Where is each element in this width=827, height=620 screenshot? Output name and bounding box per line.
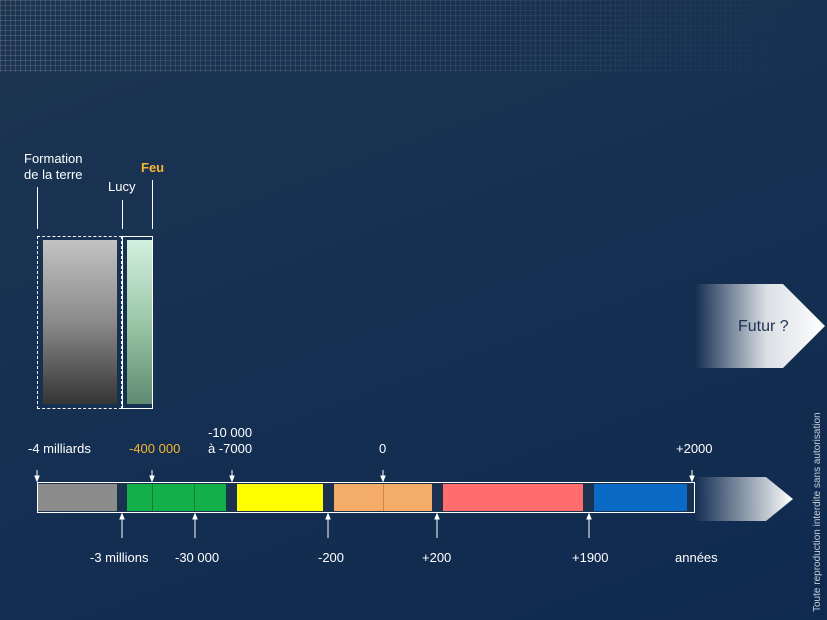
segment-divider xyxy=(152,484,153,511)
zoom-panel-lucy xyxy=(127,240,152,404)
tick-label-minus200: -200 xyxy=(318,550,345,565)
formation-connector xyxy=(37,187,38,229)
label-feu: Feu xyxy=(141,160,165,175)
tick-label-plus1900: +1900 xyxy=(572,550,609,565)
tick-label-zero: 0 xyxy=(379,441,387,456)
segment-neolithic xyxy=(237,484,323,511)
zoom-panel-earth xyxy=(43,240,117,404)
tick-label-plus2000: +2000 xyxy=(676,441,713,456)
zoom-panel-lucy-frame xyxy=(122,236,153,409)
segment-divider xyxy=(383,484,384,511)
timeline-arrows xyxy=(34,470,793,538)
tick-label-3-millions: -3 millions xyxy=(90,550,149,565)
futur-arrow xyxy=(695,284,825,368)
segment-paleolithic xyxy=(127,484,226,511)
tick-label-4-milliards: -4 milliards xyxy=(28,441,91,456)
segment-contemporary xyxy=(594,484,687,511)
decorative-grid xyxy=(0,0,827,72)
lucy-connector xyxy=(122,200,123,229)
copyright-notice: Toute reproduction interdite sans autori… xyxy=(812,412,823,612)
segment-earth xyxy=(38,484,117,511)
label-lucy: Lucy xyxy=(108,179,136,194)
segment-divider xyxy=(194,484,195,511)
feu-connector xyxy=(152,180,153,229)
futur-label: Futur ? xyxy=(738,318,789,335)
zoom-panel-earth-frame xyxy=(37,236,122,409)
tick-label-10000-7000: -10 000 à -7000 xyxy=(208,425,253,456)
tick-label-400000: -400 000 xyxy=(129,441,181,456)
label-formation-de-la-terre: Formation de la terre xyxy=(24,151,83,182)
tick-label-plus200: +200 xyxy=(422,550,452,565)
tick-label-30000: -30 000 xyxy=(175,550,220,565)
segment-middle-ages xyxy=(443,484,583,511)
label-annees: années xyxy=(675,550,718,565)
